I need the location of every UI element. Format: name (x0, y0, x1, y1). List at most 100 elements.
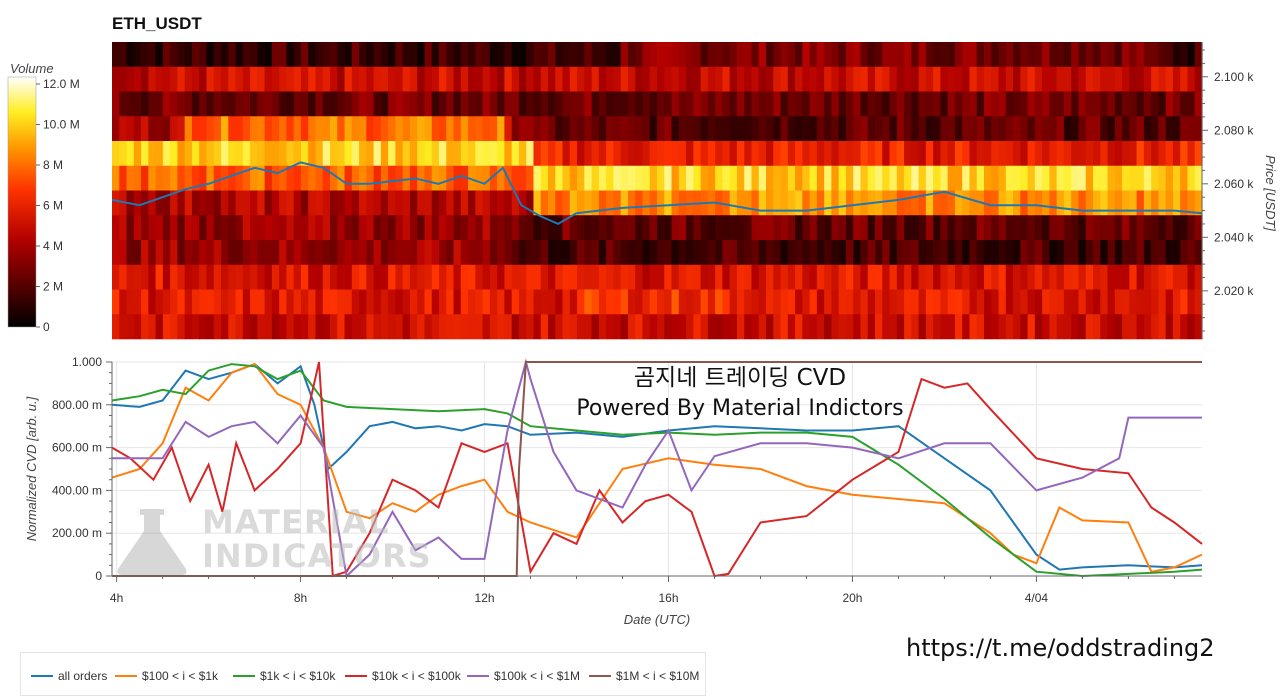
heatmap-cell (330, 91, 338, 117)
heatmap-cell (649, 42, 658, 68)
heatmap-cell (221, 116, 229, 142)
heatmap-cell (119, 116, 128, 142)
heatmap-cell (279, 42, 287, 68)
heatmap-cell (373, 190, 382, 216)
heatmap-cell (729, 264, 738, 290)
heatmap-cell (250, 314, 258, 340)
legend-item[interactable]: $1k < i < $10k (233, 669, 335, 683)
heatmap-cell (112, 91, 120, 117)
heatmap-cell (627, 289, 636, 315)
heatmap-cell (286, 264, 295, 290)
heatmap-cell (947, 289, 956, 315)
heatmap-cell (257, 66, 266, 92)
heatmap-cell (896, 91, 905, 117)
heatmap-cell (853, 165, 862, 191)
heatmap-cell (947, 91, 956, 117)
heatmap-cell (678, 42, 687, 68)
heatmap-cell (969, 42, 978, 68)
heatmap-cell (1136, 190, 1145, 216)
heatmap-cell (998, 116, 1007, 142)
heatmap-cell (395, 141, 404, 167)
heatmap-cell (918, 42, 927, 68)
heatmap-cell (1172, 289, 1181, 315)
heatmap-cell (1027, 66, 1036, 92)
heatmap-cell (373, 116, 382, 142)
heatmap-cell (1013, 66, 1021, 92)
heatmap-cell (802, 91, 811, 117)
heatmap-cell (780, 289, 789, 315)
heatmap-cell (758, 141, 767, 167)
heatmap-cell (954, 66, 963, 92)
heatmap-cell (991, 116, 1000, 142)
heatmap-cell (155, 116, 164, 142)
cvd-series-line (111, 361, 1203, 578)
heatmap-cell (446, 264, 455, 290)
heatmap-cell (337, 66, 346, 92)
heatmap-cell (170, 66, 178, 92)
heatmap-cell (250, 264, 258, 290)
heatmap-cell (1027, 190, 1036, 216)
heatmap-cell (1143, 42, 1152, 68)
heatmap-cell (707, 66, 716, 92)
heatmap-cell (1027, 165, 1036, 191)
heatmap-cell (700, 91, 709, 117)
heatmap-cell (359, 116, 367, 142)
heatmap-cell (177, 42, 186, 68)
heatmap-cell (1129, 91, 1138, 117)
heatmap-cell (1158, 289, 1167, 315)
heatmap-cell (816, 240, 825, 266)
heatmap-cell (264, 190, 273, 216)
heatmap-cell (1049, 91, 1058, 117)
heatmap-cell (686, 165, 694, 191)
heatmap-cell (736, 116, 745, 142)
heatmap-cell (439, 116, 447, 142)
heatmap-cell (1042, 240, 1050, 266)
heatmap-cell (228, 264, 237, 290)
legend-item[interactable]: $100k < i < $1M (467, 669, 580, 683)
heatmap-cell (751, 190, 760, 216)
heatmap-cell (293, 264, 302, 290)
heatmap-cell (1071, 42, 1080, 68)
heatmap-cell (1122, 116, 1130, 142)
heatmap-cell (475, 165, 484, 191)
heatmap-cell (671, 289, 680, 315)
legend-item[interactable]: $1M < i < $10M (589, 669, 699, 683)
heatmap-cell (657, 264, 665, 290)
heatmap-cell (693, 240, 702, 266)
heatmap-cell (468, 240, 476, 266)
heatmap-cell (155, 66, 164, 92)
heatmap-cell (337, 91, 346, 117)
heatmap-cell (1114, 240, 1123, 266)
heatmap-cell (446, 314, 455, 340)
legend-item[interactable]: all orders (31, 669, 107, 683)
heatmap-cell (242, 165, 251, 191)
telegram-link[interactable]: https://t.me/oddstrading2 (906, 634, 1215, 662)
heatmap-cell (896, 314, 905, 340)
heatmap-cell (933, 314, 941, 340)
heatmap-cell (235, 91, 244, 117)
chart-title: ETH_USDT (112, 14, 202, 33)
heatmap-cell (439, 165, 447, 191)
legend-item[interactable]: $10k < i < $100k (345, 669, 461, 683)
heatmap-cell (402, 66, 411, 92)
heatmap-cell (722, 91, 731, 117)
heatmap-cell (250, 289, 258, 315)
heatmap-cell (700, 240, 709, 266)
heatmap-cell (831, 141, 840, 167)
heatmap-cell (351, 66, 360, 92)
heatmap-cell (184, 264, 193, 290)
heatmap-cell (511, 91, 520, 117)
heatmap-cell (1100, 289, 1109, 315)
legend-item[interactable]: $100 < i < $1k (115, 669, 218, 683)
heatmap-cell (439, 141, 447, 167)
heatmap-cell (330, 165, 338, 191)
heatmap-cell (170, 91, 178, 117)
heatmap-cell (1172, 116, 1181, 142)
heatmap-cell (1078, 116, 1087, 142)
heatmap-cell (635, 141, 644, 167)
heatmap-cell (853, 289, 862, 315)
heatmap-cell (1093, 66, 1101, 92)
heatmap-cell (918, 314, 927, 340)
heatmap-cell (1187, 116, 1196, 142)
heatmap-cell (330, 264, 338, 290)
